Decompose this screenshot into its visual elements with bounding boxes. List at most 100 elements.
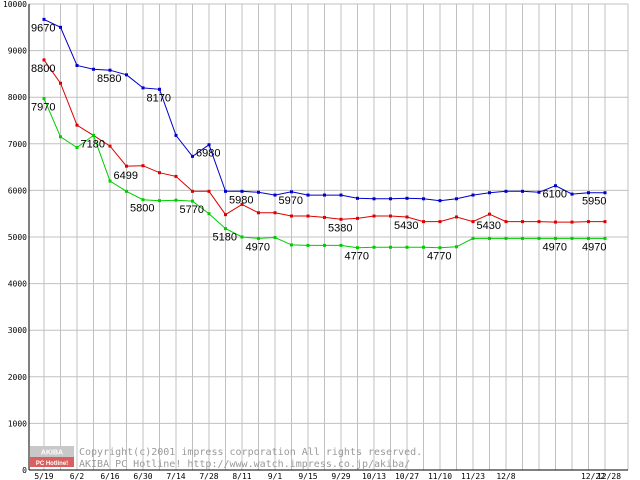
- data-label: 6499: [114, 170, 138, 182]
- data-point-2: [191, 199, 194, 203]
- data-point-2: [306, 243, 310, 247]
- data-point-2: [207, 212, 211, 216]
- data-point-0: [438, 199, 442, 203]
- x-tick-label: 6/16: [100, 472, 119, 480]
- data-point-1: [521, 220, 524, 224]
- data-label: 8170: [147, 92, 171, 104]
- data-point-1: [587, 220, 590, 224]
- data-label: 5430: [394, 220, 418, 232]
- data-point-2: [405, 245, 409, 249]
- data-point-2: [339, 243, 343, 247]
- x-tick-labels: 5/19 6/2 6/16 6/30 7/14 7/28 8/11 9/1 9/15 9/29 10…: [34, 472, 621, 480]
- x-tick-label: 9/15: [298, 472, 317, 480]
- data-point-2: [141, 198, 145, 202]
- data-point-2: [603, 236, 607, 240]
- data-point-0: [339, 193, 343, 197]
- data-label: 5980: [229, 194, 253, 206]
- data-point-0: [504, 189, 508, 193]
- data-point-2: [372, 245, 376, 249]
- y-tick-label: 1000: [8, 419, 27, 428]
- data-point-1: [59, 81, 62, 85]
- url-line: AKIBA PC Hotline! http://www.watch.impre…: [79, 459, 410, 470]
- data-point-1: [257, 211, 260, 215]
- data-point-1: [389, 214, 392, 218]
- data-point-1: [224, 213, 227, 217]
- data-label: 5970: [279, 195, 303, 207]
- data-point-2: [389, 245, 392, 249]
- data-point-0: [240, 189, 244, 193]
- data-point-2: [554, 236, 557, 240]
- x-tick-label: 12/8: [496, 472, 515, 480]
- data-point-0: [537, 190, 541, 194]
- x-tick-label: 10/13: [362, 472, 386, 480]
- data-point-1: [504, 220, 508, 224]
- data-point-2: [273, 235, 277, 239]
- x-tick-label: 6/2: [70, 472, 85, 480]
- data-point-1: [306, 214, 310, 218]
- y-tick-label: 2000: [8, 373, 27, 382]
- data-point-1: [158, 171, 161, 175]
- data-point-0: [323, 193, 326, 197]
- data-point-0: [290, 190, 293, 194]
- data-point-0: [174, 133, 178, 137]
- data-label: 9670: [31, 22, 55, 34]
- data-point-2: [438, 246, 442, 250]
- data-point-1: [471, 220, 475, 224]
- data-point-2: [356, 246, 359, 250]
- data-point-1: [570, 220, 574, 224]
- data-point-2: [75, 146, 79, 150]
- data-point-1: [603, 220, 607, 224]
- data-point-2: [257, 236, 260, 240]
- x-tick-label: 10/27: [395, 472, 419, 480]
- data-point-0: [273, 193, 277, 197]
- data-label: 7180: [81, 138, 105, 150]
- data-point-0: [372, 197, 376, 201]
- data-point-1: [125, 164, 128, 168]
- copyright-watermark: AKIBA PC Hotline! Copyright(c)2001 impre…: [30, 446, 422, 470]
- data-point-1: [455, 215, 458, 219]
- x-tick-label: 6/30: [133, 472, 152, 480]
- data-label: 5800: [130, 203, 154, 215]
- data-point-1: [356, 216, 359, 220]
- data-point-0: [75, 64, 79, 68]
- data-label: 4970: [543, 241, 567, 253]
- data-point-2: [471, 236, 475, 240]
- data-label: 4970: [246, 241, 270, 253]
- data-label: 5430: [477, 220, 501, 232]
- data-point-0: [587, 191, 590, 195]
- data-point-0: [405, 196, 409, 200]
- x-tick-label: 5/19: [34, 472, 53, 480]
- data-point-0: [488, 191, 491, 195]
- data-point-0: [108, 68, 112, 72]
- copyright-line: Copyright(c)2001 impress corporation All…: [79, 447, 422, 458]
- data-label: 6980: [196, 148, 220, 160]
- data-point-0: [125, 73, 128, 77]
- data-point-2: [174, 198, 178, 202]
- series-lines: [42, 17, 607, 250]
- data-label: 4970: [582, 241, 606, 253]
- data-point-0: [471, 193, 475, 197]
- data-label: 4770: [427, 251, 451, 263]
- data-point-0: [306, 193, 310, 197]
- data-point-2: [587, 236, 590, 240]
- data-point-0: [455, 197, 458, 201]
- data-point-0: [389, 197, 392, 201]
- data-point-1: [273, 211, 277, 215]
- data-point-1: [141, 164, 145, 168]
- logo-top-text: AKIBA: [41, 450, 63, 457]
- data-point-0: [59, 25, 62, 29]
- data-point-2: [537, 236, 541, 240]
- axes: [28, 4, 628, 471]
- data-point-2: [422, 245, 425, 249]
- data-label: 5950: [582, 196, 606, 208]
- data-point-0: [554, 184, 557, 188]
- data-label: 8580: [97, 73, 121, 85]
- data-point-2: [521, 236, 524, 240]
- data-label: 8800: [31, 63, 55, 75]
- data-point-1: [240, 202, 244, 206]
- data-point-1: [554, 220, 557, 224]
- data-point-0: [603, 191, 607, 195]
- data-point-2: [59, 135, 62, 139]
- data-point-1: [290, 214, 293, 218]
- data-point-0: [191, 154, 194, 158]
